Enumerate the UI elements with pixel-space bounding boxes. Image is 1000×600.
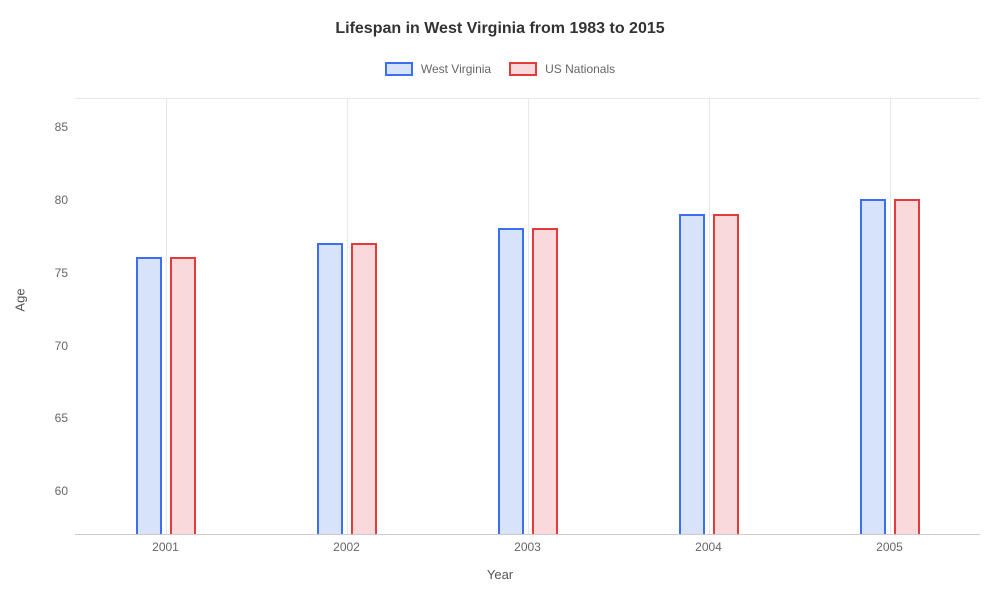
legend: West Virginia US Nationals <box>0 62 1000 76</box>
legend-label-0: West Virginia <box>421 62 491 76</box>
gridline-v <box>347 99 348 534</box>
chart-title: Lifespan in West Virginia from 1983 to 2… <box>0 20 1000 38</box>
x-tick-label: 2002 <box>333 540 360 554</box>
y-tick-label: 60 <box>40 484 68 498</box>
bar <box>860 199 886 534</box>
x-axis-label: Year <box>0 567 1000 582</box>
bar <box>351 243 377 534</box>
legend-swatch-0 <box>385 62 413 76</box>
y-tick-label: 75 <box>40 266 68 280</box>
y-axis-label: Age <box>13 288 28 311</box>
x-tick-label: 2001 <box>152 540 179 554</box>
gridline-v <box>166 99 167 534</box>
y-tick-label: 85 <box>40 120 68 134</box>
x-tick-label: 2005 <box>876 540 903 554</box>
legend-item-1: US Nationals <box>509 62 615 76</box>
gridline-v <box>528 99 529 534</box>
gridline-v <box>890 99 891 534</box>
y-tick-label: 80 <box>40 193 68 207</box>
bar <box>532 228 558 534</box>
legend-swatch-1 <box>509 62 537 76</box>
legend-item-0: West Virginia <box>385 62 491 76</box>
x-tick-label: 2004 <box>695 540 722 554</box>
x-tick-label: 2003 <box>514 540 541 554</box>
y-tick-label: 70 <box>40 339 68 353</box>
gridline-v <box>709 99 710 534</box>
bar <box>498 228 524 534</box>
plot-area <box>75 98 980 535</box>
y-tick-label: 65 <box>40 411 68 425</box>
bar <box>713 214 739 534</box>
bar <box>679 214 705 534</box>
legend-label-1: US Nationals <box>545 62 615 76</box>
bar <box>894 199 920 534</box>
bar <box>170 257 196 534</box>
bar <box>317 243 343 534</box>
chart-container: Lifespan in West Virginia from 1983 to 2… <box>0 0 1000 600</box>
bar <box>136 257 162 534</box>
